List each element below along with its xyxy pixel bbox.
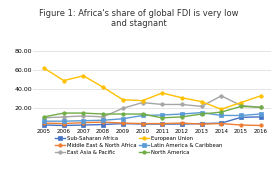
- East Asia & Pacific: [121, 107, 124, 109]
- Middle East & North Africa: [239, 124, 243, 126]
- North America: [82, 112, 85, 114]
- Sub-Saharan Africa: [42, 124, 46, 126]
- European Union: [62, 80, 65, 82]
- Latin America & Caribbean: [161, 114, 164, 116]
- Latin America & Caribbean: [42, 120, 46, 122]
- East Asia & Pacific: [161, 103, 164, 106]
- North America: [42, 116, 46, 118]
- East Asia & Pacific: [42, 117, 46, 119]
- North America: [239, 105, 243, 107]
- European Union: [259, 95, 262, 97]
- Sub-Saharan Africa: [200, 122, 203, 125]
- Sub-Saharan Africa: [141, 123, 144, 125]
- East Asia & Pacific: [239, 104, 243, 106]
- Middle East & North Africa: [161, 122, 164, 125]
- Sub-Saharan Africa: [220, 122, 223, 124]
- European Union: [121, 99, 124, 101]
- East Asia & Pacific: [200, 105, 203, 107]
- Sub-Saharan Africa: [82, 124, 85, 126]
- East Asia & Pacific: [180, 103, 184, 106]
- Latin America & Caribbean: [259, 113, 262, 115]
- European Union: [42, 67, 46, 69]
- Line: North America: North America: [42, 105, 262, 120]
- Middle East & North Africa: [220, 122, 223, 125]
- Latin America & Caribbean: [101, 119, 105, 121]
- East Asia & Pacific: [101, 116, 105, 118]
- Latin America & Caribbean: [121, 118, 124, 120]
- East Asia & Pacific: [62, 116, 65, 118]
- Latin America & Caribbean: [180, 113, 184, 115]
- Sub-Saharan Africa: [239, 116, 243, 118]
- Line: East Asia & Pacific: East Asia & Pacific: [42, 94, 262, 120]
- North America: [62, 112, 65, 114]
- Middle East & North Africa: [141, 122, 144, 125]
- European Union: [82, 75, 85, 77]
- North America: [259, 106, 262, 108]
- North America: [101, 113, 105, 115]
- Middle East & North Africa: [259, 124, 262, 127]
- Sub-Saharan Africa: [259, 116, 262, 118]
- European Union: [180, 97, 184, 99]
- Sub-Saharan Africa: [62, 124, 65, 127]
- European Union: [101, 86, 105, 88]
- North America: [161, 117, 164, 119]
- Line: European Union: European Union: [42, 66, 262, 111]
- Line: Middle East & North Africa: Middle East & North Africa: [42, 120, 262, 127]
- Middle East & North Africa: [62, 122, 65, 125]
- Latin America & Caribbean: [141, 114, 144, 116]
- European Union: [141, 100, 144, 102]
- Middle East & North Africa: [121, 122, 124, 124]
- Middle East & North Africa: [82, 122, 85, 124]
- Sub-Saharan Africa: [180, 123, 184, 125]
- Sub-Saharan Africa: [161, 123, 164, 125]
- Middle East & North Africa: [42, 122, 46, 124]
- North America: [180, 116, 184, 118]
- Latin America & Caribbean: [239, 114, 243, 116]
- European Union: [220, 108, 223, 110]
- Sub-Saharan Africa: [121, 122, 124, 125]
- Text: Figure 1: Africa's share of global FDI is very low
and stagnant: Figure 1: Africa's share of global FDI i…: [39, 9, 238, 29]
- Middle East & North Africa: [200, 123, 203, 125]
- East Asia & Pacific: [259, 106, 262, 108]
- East Asia & Pacific: [82, 115, 85, 117]
- Sub-Saharan Africa: [101, 123, 105, 126]
- Latin America & Caribbean: [62, 120, 65, 122]
- Latin America & Caribbean: [200, 112, 203, 114]
- European Union: [239, 102, 243, 104]
- North America: [141, 113, 144, 115]
- European Union: [200, 100, 203, 103]
- European Union: [161, 92, 164, 94]
- North America: [200, 113, 203, 115]
- Line: Sub-Saharan Africa: Sub-Saharan Africa: [42, 115, 262, 127]
- Line: Latin America & Caribbean: Latin America & Caribbean: [42, 111, 262, 123]
- North America: [220, 111, 223, 113]
- Middle East & North Africa: [180, 122, 184, 124]
- East Asia & Pacific: [141, 102, 144, 104]
- East Asia & Pacific: [220, 95, 223, 97]
- North America: [121, 113, 124, 115]
- Legend: Sub-Saharan Africa, Middle East & North Africa, East Asia & Pacific, European Un: Sub-Saharan Africa, Middle East & North …: [53, 134, 224, 157]
- Latin America & Caribbean: [220, 114, 223, 116]
- Middle East & North Africa: [101, 121, 105, 123]
- Latin America & Caribbean: [82, 120, 85, 122]
